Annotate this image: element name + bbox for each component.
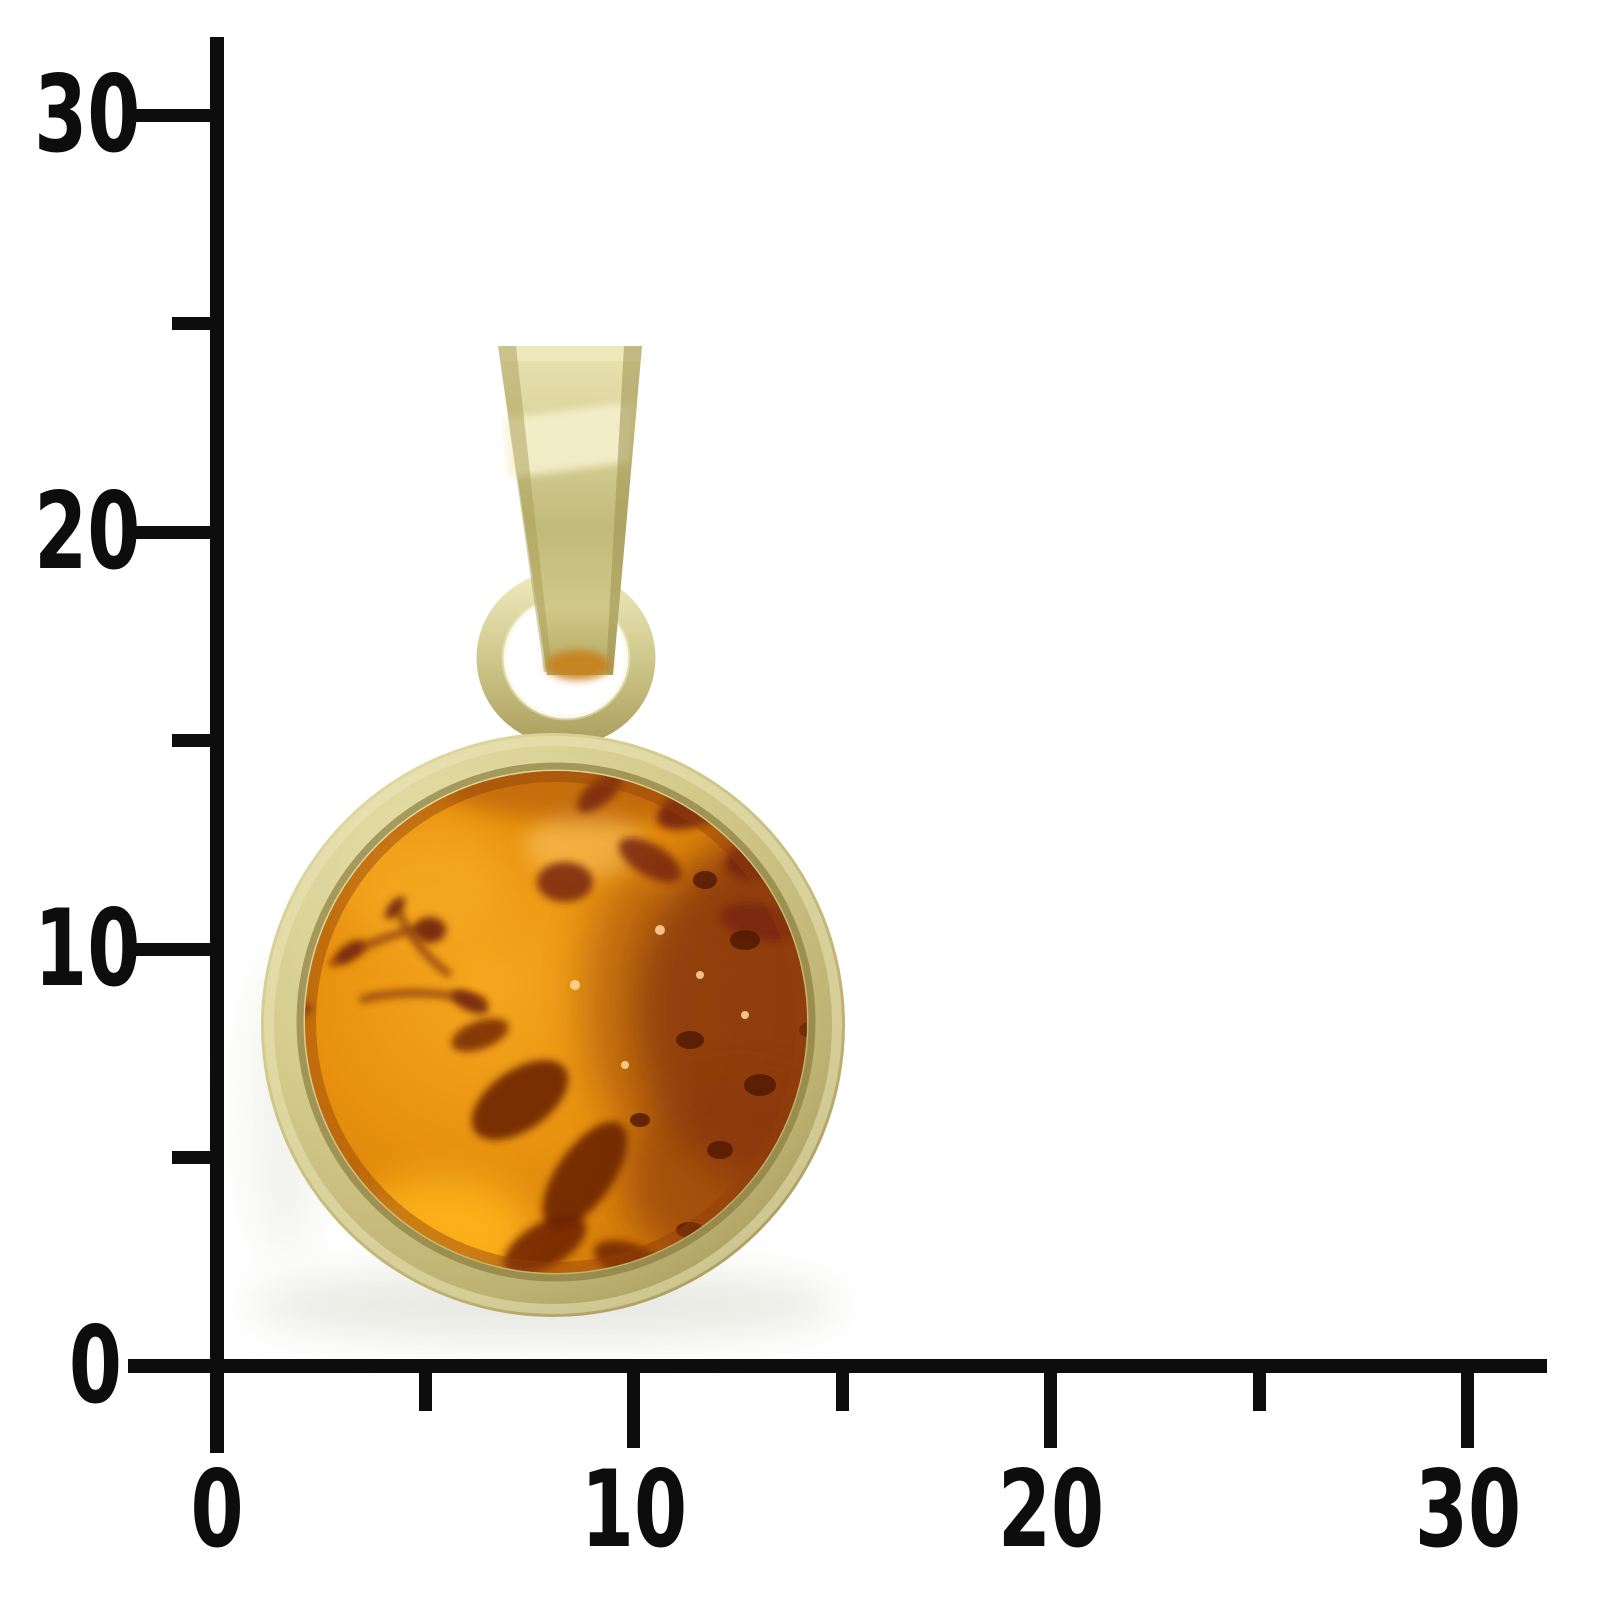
y-axis-label-0: 0	[68, 1304, 122, 1427]
y-axis-minor-tick-5	[172, 1151, 224, 1164]
y-axis-major-tick-30	[135, 109, 224, 122]
x-axis-major-tick-10	[627, 1366, 640, 1448]
y-axis-label-20: 20	[34, 470, 141, 593]
y-axis-label-30: 30	[34, 53, 141, 176]
x-axis-label-30: 30	[1414, 1448, 1522, 1571]
y-axis-minor-tick-25	[172, 317, 224, 330]
x-axis-label-20: 20	[997, 1448, 1105, 1571]
x-axis-label-0: 0	[190, 1448, 244, 1571]
x-axis-label-10: 10	[580, 1448, 688, 1571]
x-axis-major-tick-20	[1044, 1366, 1057, 1448]
x-axis-minor-tick-25	[1253, 1366, 1266, 1411]
x-axis-minor-tick-5	[419, 1366, 432, 1411]
pendant-bail	[498, 346, 642, 680]
y-axis-label-10: 10	[34, 887, 141, 1010]
x-axis-major-tick-30	[1461, 1366, 1474, 1448]
y-axis-minor-tick-15	[172, 734, 224, 747]
y-axis-major-tick-20	[135, 526, 224, 539]
y-axis-major-tick-10	[135, 943, 224, 956]
x-axis-minor-tick-15	[836, 1366, 849, 1411]
